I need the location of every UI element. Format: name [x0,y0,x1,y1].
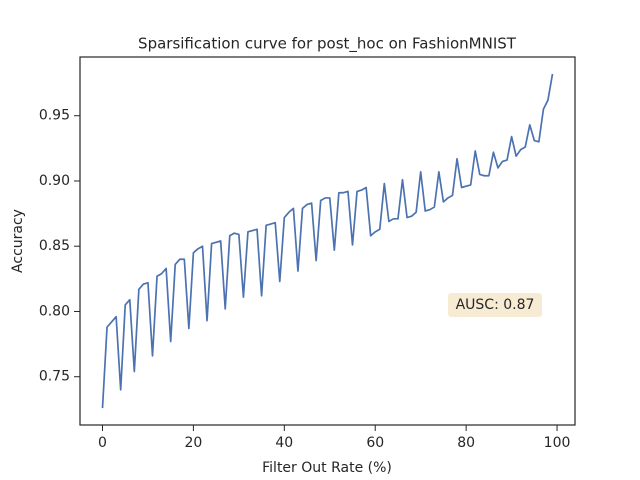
x-tick-label: 60 [366,435,384,451]
y-tick-label: 0.90 [39,173,70,189]
x-tick-label: 100 [544,435,571,451]
annotation: AUSC: 0.87 [456,297,535,313]
x-tick-label: 0 [98,435,107,451]
y-tick-label: 0.80 [39,303,70,319]
y-axis-label: Accuracy [10,209,26,273]
y-tick-label: 0.85 [39,238,70,254]
x-tick-label: 20 [184,435,202,451]
x-tick-label: 40 [275,435,293,451]
x-tick-label: 80 [457,435,475,451]
chart-title: Sparsification curve for post_hoc on Fas… [138,35,517,54]
y-tick-label: 0.95 [39,108,70,124]
plot-frame [79,56,576,426]
line [101,73,554,409]
annotation-box [448,293,542,317]
x-axis-label: Filter Out Rate (%) [262,460,392,476]
y-tick-label: 0.75 [39,369,70,385]
